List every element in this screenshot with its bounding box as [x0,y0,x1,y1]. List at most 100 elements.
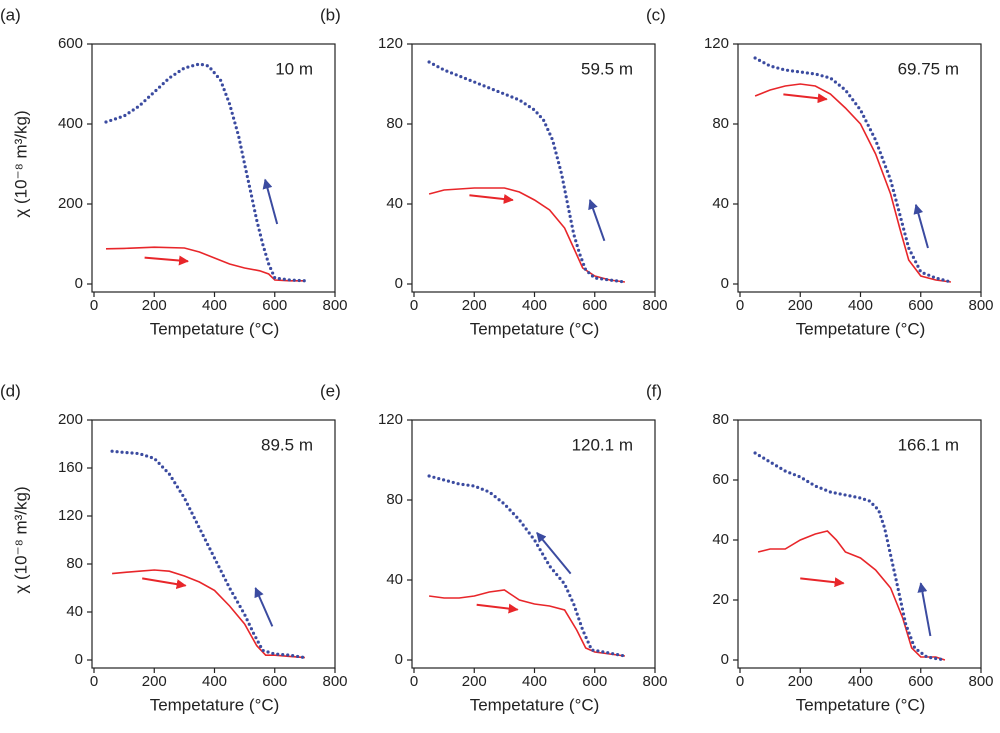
x-tick-label: 600 [908,297,933,314]
x-tick-label: 800 [642,297,667,314]
panel: (f) 166.1 m 0 200 400 600 800 0 20 40 60 80 Tempetat… [646,381,994,714]
x-tick-label: 800 [322,297,347,314]
y-tick-label: 400 [58,115,83,132]
direction-arrow [262,178,279,225]
direction-arrow [917,582,932,637]
plot-frame [411,419,656,669]
heating-curve [754,83,952,283]
y-tick-label: 120 [704,35,729,52]
x-tick-label: 0 [90,297,98,314]
x-tick-label: 800 [968,297,993,314]
y-tick-label: 120 [378,35,403,52]
x-tick-label: 0 [410,297,418,314]
x-tick-label: 0 [410,673,418,690]
x-axis-title: Tempetature (°C) [796,695,926,714]
x-tick-label: 800 [642,673,667,690]
depth-label: 120.1 m [572,435,633,454]
direction-arrow [142,577,187,590]
y-tick-label: 40 [66,603,83,620]
y-tick-label: 80 [712,411,729,428]
y-tick-label: 0 [395,651,403,668]
y-tick-label: 40 [386,571,403,588]
direction-arrow [254,587,274,627]
panel-label: (d) [0,381,21,400]
y-tick-label: 0 [721,275,729,292]
direction-arrow [588,199,606,242]
panel: (d) 89.5 m 0 200 400 600 800 0 40 80 120 160 200 Temp… [0,381,348,714]
depth-label: 10 m [275,59,313,78]
y-tick-label: 60 [712,471,729,488]
x-axis-title: Tempetature (°C) [150,695,280,714]
direction-arrow [913,203,929,249]
panel-label: (a) [0,5,21,24]
x-axis-title: Tempetature (°C) [470,695,600,714]
cooling-curve [427,60,627,284]
depth-label: 166.1 m [898,435,959,454]
panel-label: (b) [320,5,341,24]
heating-curve [757,530,946,661]
x-tick-label: 600 [262,297,287,314]
x-tick-label: 600 [262,673,287,690]
plot-frame [737,43,982,293]
x-tick-label: 400 [202,673,227,690]
heating-curve [112,569,305,659]
x-tick-label: 0 [736,297,744,314]
y-tick-label: 80 [386,491,403,508]
y-tick-label: 80 [712,115,729,132]
x-tick-label: 200 [788,297,813,314]
y-tick-label: 0 [395,275,403,292]
y-tick-label: 40 [386,195,403,212]
y-tick-label: 120 [58,507,83,524]
heating-curve [428,187,626,283]
cooling-curve [753,56,953,284]
x-tick-label: 200 [142,673,167,690]
x-axis-title: Tempetature (°C) [796,319,926,338]
panel-label: (f) [646,381,662,400]
panel-label: (c) [646,5,666,24]
plot-frame [91,419,336,669]
x-tick-label: 600 [582,297,607,314]
heating-curve [105,246,305,282]
x-tick-label: 600 [908,673,933,690]
y-tick-label: 20 [712,591,729,608]
x-tick-label: 200 [142,297,167,314]
depth-label: 59.5 m [581,59,633,78]
y-tick-label: 600 [58,35,83,52]
y-tick-label: 120 [378,411,403,428]
plot-frame [737,419,982,669]
y-axis-title: χ (10⁻⁸ m³/kg) [11,110,30,217]
x-tick-label: 400 [202,297,227,314]
y-tick-label: 0 [75,651,83,668]
x-tick-label: 400 [848,673,873,690]
x-tick-label: 200 [462,673,487,690]
cooling-curve [110,449,307,660]
y-tick-label: 200 [58,411,83,428]
panel: (c) 69.75 m 0 200 400 600 800 0 40 80 120 Tempetatu… [646,5,994,338]
x-tick-label: 0 [736,673,744,690]
panel: (b) 59.5 m 0 200 400 600 800 0 40 80 120 Tempetatur… [320,5,668,338]
x-axis-title: Tempetature (°C) [470,319,600,338]
plot-frame [411,43,656,293]
cooling-curve [427,474,627,658]
depth-label: 69.75 m [898,59,959,78]
x-tick-label: 200 [788,673,813,690]
x-tick-label: 200 [462,297,487,314]
x-tick-label: 800 [322,673,347,690]
plot-frame [91,43,336,293]
x-axis-title: Tempetature (°C) [150,319,280,338]
y-tick-label: 200 [58,195,83,212]
y-tick-label: 80 [66,555,83,572]
direction-arrow [536,532,572,575]
y-tick-label: 160 [58,459,83,476]
x-tick-label: 600 [582,673,607,690]
panel-label: (e) [320,381,341,400]
y-axis-title: χ (10⁻⁸ m³/kg) [11,486,30,593]
y-tick-label: 0 [75,275,83,292]
depth-label: 89.5 m [261,435,313,454]
cooling-curve [104,62,307,283]
direction-arrow [476,603,519,614]
direction-arrow [783,93,828,104]
x-tick-label: 800 [968,673,993,690]
heating-curve [428,589,626,657]
